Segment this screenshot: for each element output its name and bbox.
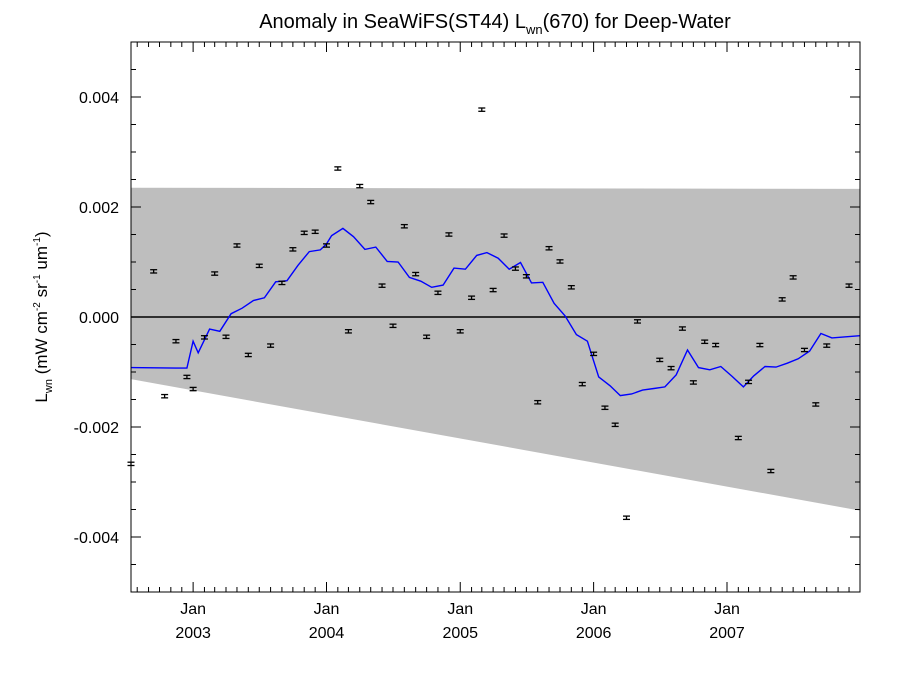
data-point [378, 283, 386, 288]
data-point [678, 326, 686, 331]
y-axis-label: Lwn (mW cm-2 sr-1 um-1) [32, 231, 55, 402]
data-point [367, 199, 375, 205]
y-tick-label: 0.002 [79, 200, 119, 217]
data-point [745, 379, 753, 385]
data-point [667, 365, 675, 371]
data-point [300, 230, 308, 236]
data-point [183, 374, 191, 380]
data-point [701, 339, 709, 345]
data-point [150, 269, 158, 274]
data-point [712, 342, 720, 348]
data-point [789, 275, 797, 280]
data-point [611, 422, 619, 428]
data-point [633, 319, 641, 324]
data-point [590, 351, 598, 357]
data-point [601, 405, 609, 411]
plot-area [127, 41, 861, 593]
series-line-trend [130, 227, 861, 397]
data-point [289, 247, 297, 252]
y-tick-label: 0.000 [79, 310, 119, 327]
data-point [656, 357, 664, 363]
data-point [767, 468, 775, 474]
data-point [623, 515, 631, 521]
data-point [211, 271, 219, 276]
data-point [222, 334, 230, 340]
data-point [511, 266, 519, 271]
data-point [812, 402, 820, 407]
data-point [412, 271, 420, 277]
x-tick-label-month: Jan [314, 601, 340, 618]
data-point [311, 229, 319, 235]
data-point [845, 283, 853, 288]
x-tick-label-month: Jan [714, 601, 740, 618]
data-point [545, 245, 553, 251]
x-tick-label-year: 2004 [309, 625, 345, 642]
errorbar-points [127, 107, 853, 521]
y-tick-label: -0.002 [74, 420, 119, 437]
y-axis: 0.004 0.002 0.000 -0.002 -0.004 [74, 41, 860, 593]
data-point [172, 338, 180, 344]
data-point [468, 295, 476, 301]
data-point [567, 284, 575, 290]
envelope-band [131, 187, 860, 511]
data-point [322, 243, 330, 248]
data-point [423, 334, 431, 340]
data-point [456, 328, 464, 334]
x-tick-label-month: Jan [581, 601, 607, 618]
data-point [189, 386, 197, 392]
data-point [267, 343, 275, 348]
y-tick-label: 0.004 [79, 90, 119, 107]
x-tick-label-year: 2003 [175, 625, 211, 642]
data-point [489, 287, 497, 293]
data-point [389, 323, 397, 329]
data-point [478, 107, 486, 112]
data-point [356, 183, 364, 189]
data-point [334, 166, 342, 171]
data-point [344, 328, 352, 334]
data-point [800, 347, 808, 353]
data-point [689, 380, 697, 385]
data-point [278, 280, 286, 286]
chart-title: Anomaly in SeaWiFS(ST44) Lwn(670) for De… [259, 11, 731, 37]
x-tick-label-month: Jan [447, 601, 473, 618]
data-point [233, 243, 241, 248]
data-point [556, 259, 564, 264]
data-point [161, 393, 169, 399]
x-tick-label-year: 2005 [442, 625, 478, 642]
data-point [445, 232, 453, 237]
x-tick-label-year: 2006 [576, 625, 612, 642]
x-tick-label-month: Jan [180, 601, 206, 618]
data-point [522, 273, 530, 279]
data-point [734, 435, 742, 441]
data-point [200, 335, 208, 340]
data-point [255, 263, 263, 269]
x-axis: Jan 2003 Jan 2004 Jan 2005 Jan 2006 Jan 2007 [136, 42, 850, 642]
data-point [823, 343, 831, 348]
data-point [500, 233, 508, 238]
data-point [778, 297, 786, 302]
data-point [756, 342, 764, 348]
data-point [400, 223, 408, 229]
data-point [578, 381, 586, 387]
data-point [534, 399, 542, 405]
y-tick-label: -0.004 [74, 530, 119, 547]
data-point [244, 352, 252, 358]
x-tick-label-year: 2007 [709, 625, 745, 642]
data-point [434, 290, 442, 296]
